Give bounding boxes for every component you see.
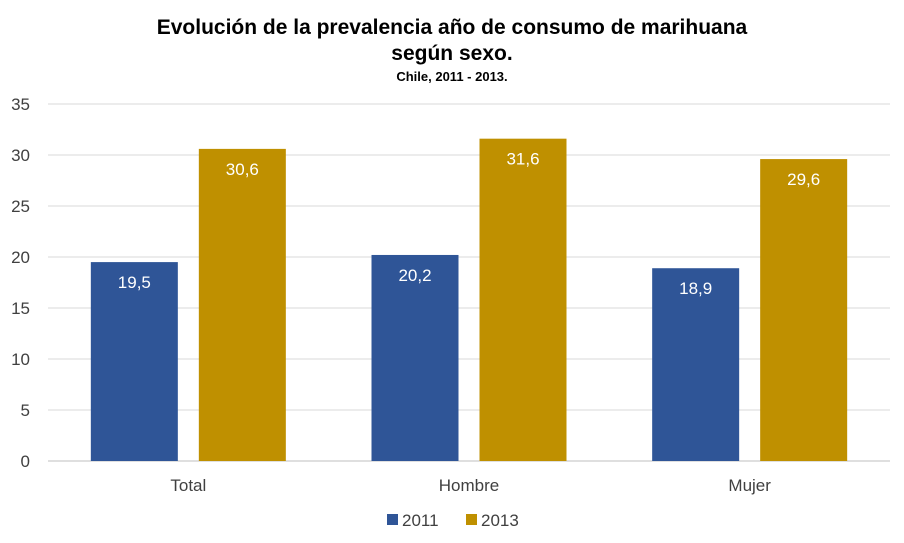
category-label-mujer: Mujer (728, 476, 771, 495)
chart-title: Evolución de la prevalencia año de consu… (157, 16, 748, 39)
legend[interactable]: 2011 2013 (387, 511, 519, 530)
data-labels: 19,5 30,6 20,2 31,6 18,9 29,6 (118, 150, 820, 299)
y-tick-label: 5 (21, 401, 30, 420)
chart-subtitle: Chile, 2011 - 2013. (396, 69, 507, 84)
y-tick-label: 30 (11, 146, 30, 165)
x-axis-categories: Total Hombre Mujer (170, 476, 771, 495)
y-tick-label: 15 (11, 299, 30, 318)
legend-swatch-2011[interactable] (387, 514, 398, 525)
y-tick-label: 25 (11, 197, 30, 216)
data-label-total-2013: 30,6 (226, 160, 259, 179)
y-tick-label: 35 (11, 95, 30, 114)
gridlines (48, 103, 890, 462)
data-label-mujer-2013: 29,6 (787, 170, 820, 189)
bar-mujer-2013[interactable] (760, 159, 848, 461)
y-tick-label: 0 (21, 452, 30, 471)
chart-title-line2: según sexo. (391, 42, 512, 65)
legend-label-2011[interactable]: 2011 (402, 511, 439, 530)
data-label-hombre-2013: 31,6 (506, 150, 539, 169)
legend-swatch-2013[interactable] (466, 514, 477, 525)
category-label-total: Total (170, 476, 206, 495)
data-label-total-2011: 19,5 (118, 273, 151, 292)
bar-hombre-2011[interactable] (371, 254, 459, 461)
legend-label-2013[interactable]: 2013 (481, 511, 519, 530)
bar-mujer-2011[interactable] (652, 268, 740, 461)
bar-hombre-2013[interactable] (479, 138, 567, 461)
category-label-hombre: Hombre (439, 476, 499, 495)
data-label-hombre-2011: 20,2 (398, 266, 431, 285)
bar-total-2011[interactable] (90, 262, 178, 461)
y-tick-label: 10 (11, 350, 30, 369)
y-tick-label: 20 (11, 248, 30, 267)
bars (90, 138, 848, 461)
data-label-mujer-2011: 18,9 (679, 279, 712, 298)
bar-total-2013[interactable] (198, 148, 286, 461)
y-axis-ticks: 0 5 10 15 20 25 30 35 (11, 95, 30, 471)
